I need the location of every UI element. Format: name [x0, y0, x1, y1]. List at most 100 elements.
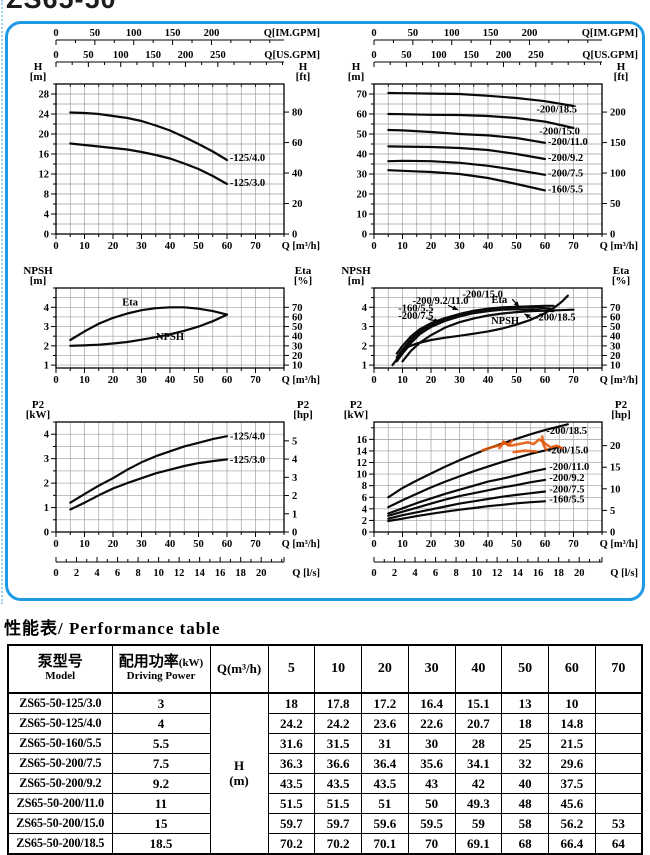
svg-text:5: 5	[610, 506, 615, 517]
svg-text:4: 4	[362, 504, 368, 515]
svg-text:6: 6	[362, 493, 367, 504]
svg-text:[hp]: [hp]	[611, 409, 631, 421]
table-cell: 17.2	[361, 692, 409, 714]
svg-text:50: 50	[511, 375, 522, 386]
svg-text:10: 10	[79, 539, 90, 550]
svg-text:P2: P2	[297, 399, 310, 411]
chart-npsh-eta-125: 0 10 20 30 40 50 60 70 Q [m³/h] 1 2 3 4 10 20 30 40 50 60 7…	[16, 264, 322, 392]
svg-text:16: 16	[357, 435, 368, 446]
table-cell: 16.4	[407, 692, 456, 714]
svg-text:4: 4	[292, 455, 298, 466]
svg-text:0: 0	[53, 28, 58, 39]
svg-text:3: 3	[44, 454, 49, 465]
svg-text:-200/15.0: -200/15.0	[548, 445, 589, 456]
svg-text:16: 16	[39, 150, 50, 161]
svg-text:0: 0	[53, 375, 58, 386]
svg-text:20: 20	[108, 539, 119, 550]
svg-text:Q [m³/h]: Q [m³/h]	[282, 241, 320, 252]
svg-text:P2: P2	[350, 399, 363, 411]
svg-text:200: 200	[204, 28, 220, 39]
table-cell: 14.8	[548, 713, 596, 734]
table-cell: 40	[501, 773, 549, 794]
svg-text:16: 16	[533, 568, 544, 579]
svg-text:8: 8	[135, 568, 140, 579]
svg-text:70: 70	[250, 241, 261, 252]
svg-text:50: 50	[193, 375, 204, 386]
col-header-q70: 70	[594, 644, 643, 694]
svg-text:14: 14	[357, 446, 368, 457]
table-cell: 29.6	[548, 753, 596, 774]
table-cell: 43	[407, 773, 456, 794]
svg-text:16: 16	[215, 568, 226, 579]
svg-text:Q [m³/h]: Q [m³/h]	[282, 375, 320, 386]
table-cell: 18	[267, 692, 316, 714]
svg-text:20: 20	[256, 568, 267, 579]
table-cell: 36.3	[267, 753, 316, 774]
svg-text:60: 60	[222, 539, 233, 550]
svg-text:0: 0	[610, 528, 615, 539]
svg-text:12: 12	[357, 458, 368, 469]
svg-text:20: 20	[39, 130, 50, 141]
svg-text:2: 2	[44, 479, 49, 490]
svg-text:20: 20	[426, 241, 437, 252]
table-cell: 49.3	[454, 793, 503, 814]
svg-text:30: 30	[610, 341, 621, 352]
svg-text:0: 0	[53, 568, 58, 579]
svg-text:0: 0	[53, 241, 58, 252]
svg-text:30: 30	[454, 539, 465, 550]
performance-table-title: 性能表/ Performance table	[4, 619, 221, 638]
svg-text:-200/7.5: -200/7.5	[549, 485, 584, 496]
svg-text:60: 60	[540, 241, 551, 252]
svg-text:-200/15.0: -200/15.0	[539, 126, 580, 137]
svg-text:10: 10	[79, 241, 90, 252]
svg-text:-200/9.2: -200/9.2	[548, 153, 583, 164]
table-cell: ZS65-50-200/7.5	[7, 753, 113, 774]
svg-text:80: 80	[292, 108, 303, 119]
svg-text:1: 1	[44, 503, 49, 514]
table-cell: 11	[111, 793, 211, 814]
svg-text:100: 100	[444, 28, 460, 39]
svg-text:60: 60	[610, 312, 621, 323]
svg-text:1: 1	[362, 361, 367, 372]
svg-text:0: 0	[44, 528, 49, 539]
svg-text:30: 30	[454, 241, 465, 252]
svg-text:-200/11.0: -200/11.0	[548, 137, 588, 148]
svg-text:50: 50	[292, 322, 303, 333]
table-cell: 53	[594, 813, 643, 834]
col-header-flow: Q(m³/h)	[209, 644, 269, 694]
svg-text:20: 20	[610, 351, 621, 362]
table-cell	[594, 713, 643, 734]
svg-text:18: 18	[553, 568, 564, 579]
svg-text:10: 10	[79, 375, 90, 386]
svg-text:50: 50	[511, 241, 522, 252]
svg-text:50: 50	[610, 199, 621, 210]
col-header-q50: 50	[501, 644, 549, 694]
svg-text:4: 4	[44, 210, 50, 221]
svg-text:50: 50	[193, 539, 204, 550]
svg-text:Eta: Eta	[295, 265, 312, 277]
table-cell: 43.5	[361, 773, 409, 794]
svg-text:18: 18	[235, 568, 246, 579]
svg-text:40: 40	[483, 241, 494, 252]
chart-power-flow-160-200: 0 2 4 6 8 10 12 14 16 18 20 Q [l/s] 0 10 20 30 40 50 60 70 Q…	[334, 396, 640, 592]
svg-text:0: 0	[371, 375, 376, 386]
svg-text:20: 20	[610, 441, 621, 452]
svg-text:60: 60	[222, 241, 233, 252]
svg-text:40: 40	[292, 332, 303, 343]
svg-text:2: 2	[362, 341, 367, 352]
page-title: ZS65-50	[6, 0, 650, 15]
svg-text:50: 50	[401, 50, 412, 61]
table-cell	[594, 733, 643, 754]
svg-text:10: 10	[610, 484, 621, 495]
svg-text:H: H	[352, 61, 361, 73]
svg-text:0: 0	[362, 230, 367, 241]
svg-text:40: 40	[483, 375, 494, 386]
svg-text:[m]: [m]	[30, 71, 47, 83]
table-cell: 15	[111, 813, 211, 834]
table-cell: 51	[361, 793, 409, 814]
svg-text:30: 30	[136, 539, 147, 550]
svg-text:100: 100	[431, 50, 447, 61]
svg-text:70: 70	[357, 90, 368, 101]
svg-text:40: 40	[483, 539, 494, 550]
performance-curves-panel: 0 50 100 150 200 Q[IM.GPM] 0 50 100 150 200 250 Q[US…	[5, 21, 645, 601]
